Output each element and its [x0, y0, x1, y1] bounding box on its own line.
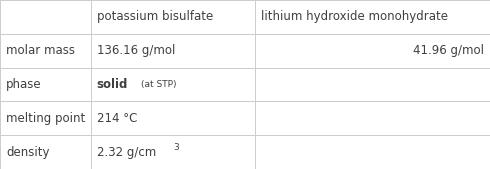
- Text: 136.16 g/mol: 136.16 g/mol: [97, 44, 175, 57]
- Text: phase: phase: [6, 78, 42, 91]
- Text: melting point: melting point: [6, 112, 85, 125]
- Text: 2.32 g/cm: 2.32 g/cm: [97, 146, 156, 159]
- Text: lithium hydroxide monohydrate: lithium hydroxide monohydrate: [261, 10, 448, 23]
- Text: 214 °C: 214 °C: [97, 112, 137, 125]
- Text: 41.96 g/mol: 41.96 g/mol: [413, 44, 484, 57]
- Text: density: density: [6, 146, 49, 159]
- Text: (at STP): (at STP): [141, 80, 176, 89]
- Text: solid: solid: [97, 78, 128, 91]
- Text: molar mass: molar mass: [6, 44, 75, 57]
- Text: 3: 3: [173, 143, 179, 152]
- Text: potassium bisulfate: potassium bisulfate: [97, 10, 213, 23]
